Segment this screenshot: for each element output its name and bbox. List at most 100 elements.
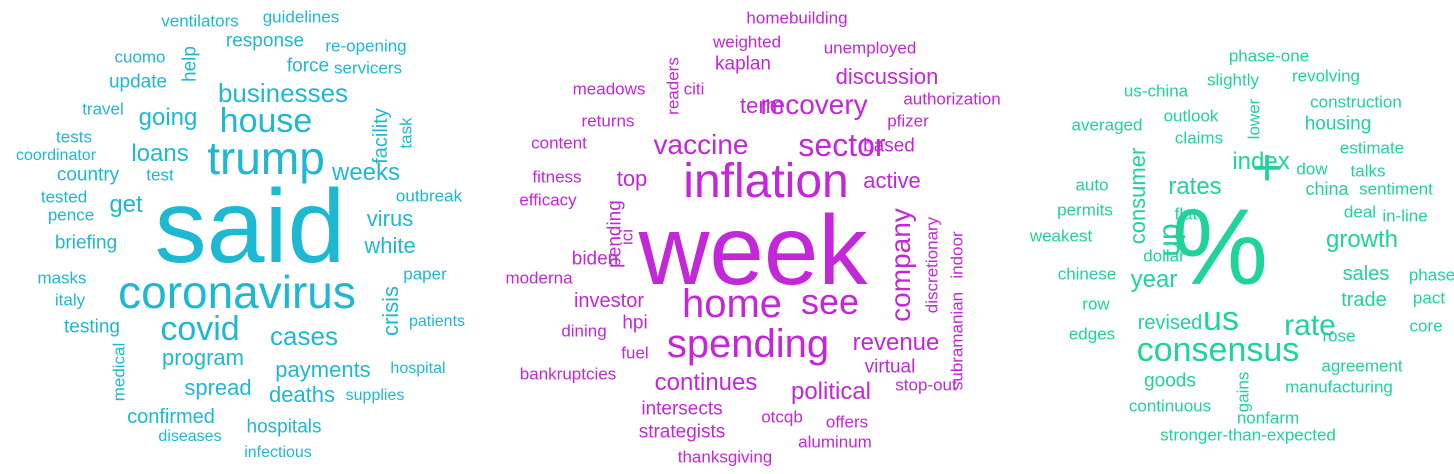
word-virus-0: virus [366,206,414,231]
word-revised-2: revised [1137,312,1203,334]
word-virtual-1: virtual [864,356,916,378]
word-weeks-0: weeks [331,159,401,186]
word-core-2: core [1409,316,1443,336]
word-test-0: test [146,165,174,185]
word-medical-0: medical [109,342,129,402]
word-paper-0: paper [403,264,447,284]
word-averaged-2: averaged [1071,115,1143,135]
word-bankruptcies-1: bankruptcies [519,364,617,384]
word-sector-1: sector [798,127,886,163]
word-servicers-0: servicers [333,58,403,78]
word-cloud-inflation: week inflation home spending see sector recove… [485,0,1000,474]
word-spread-0: spread [184,375,252,400]
word-briefing-0: briefing [54,232,118,254]
word-us-china-2: us-china [1123,81,1189,101]
word-cloud-covid: said coronavirus trump house covid businesses… [0,0,485,474]
word-program-0: program [162,345,244,370]
word-intersects-1: intersects [641,398,723,420]
word-see-1: see [800,281,860,322]
word-phase-2: phase [1408,265,1454,285]
word-diseases-0: diseases [158,428,222,445]
word-response-0: response [225,30,305,52]
word-spending-1: spending [666,322,830,366]
word-discussion-1: discussion [835,64,939,89]
word-tests-0: tests [56,127,92,147]
word-growth-2: growth [1325,226,1399,253]
word-travel-0: travel [82,99,124,119]
word-cases-0: cases [270,321,338,351]
word-discretionary-1: discretionary [922,216,942,314]
word-task-0: task [396,117,416,149]
word-said-0: said [154,169,346,285]
word-term-1: term [740,93,784,118]
word-outlook-2: outlook [1163,106,1219,126]
word-infectious-0: infectious [244,444,312,461]
word-unemployed-1: unemployed [823,38,917,58]
word-rose-2: rose [1322,326,1356,346]
word-thanksgiving-1: thanksgiving [677,447,773,467]
word-guidelines-0: guidelines [262,7,340,27]
word---2: + [1251,139,1283,197]
word-consumer-2: consumer [1125,147,1150,245]
word-us-2: us [1203,300,1239,338]
word-auto-2: auto [1075,175,1109,195]
word-moderna-1: moderna [505,268,573,288]
word-force-0: force [286,55,330,77]
word-aluminum-1: aluminum [798,432,872,452]
word-goods-2: goods [1144,370,1196,392]
word-week-1: week [638,195,868,305]
word-cuomo-0: cuomo [114,47,166,67]
word-talks-2: talks [1350,161,1386,181]
word-consensus-2: consensus [1136,331,1300,369]
word-dollar-2: dollar [1143,246,1185,266]
word-permits-2: permits [1057,200,1113,220]
word-political-1: political [790,378,872,405]
word-italy-0: italy [54,290,86,310]
word-biden-1: biden [571,248,619,270]
word-top-1: top [616,166,648,191]
word-pfizer-1: pfizer [887,111,929,131]
word-lower-2: lower [1244,98,1264,140]
word-businesses-0: businesses [217,78,349,108]
word-revenue-1: revenue [852,329,940,356]
word-content-1: content [531,133,587,153]
word-construction-2: construction [1310,92,1402,112]
word-coordinator-0: coordinator [15,147,97,164]
word-efficacy-1: efficacy [519,190,577,210]
word-tested-0: tested [40,187,88,207]
word-home-1: home [681,282,783,326]
word-get-0: get [109,191,143,218]
word-manufacturing-2: manufacturing [1285,377,1393,397]
word-year-2: year [1130,266,1178,293]
word-cloud-economy: % + consensus us rate index rates up year growth s… [970,0,1454,474]
word-active-1: active [863,168,921,193]
word-agreement-2: agreement [1321,356,1403,376]
word-authorization-1: authorization [903,89,1001,109]
word-chinese-2: chinese [1057,264,1117,284]
word-payments-0: payments [275,357,371,382]
word-help-0: help [179,46,201,82]
word-offers-1: offers [825,412,869,432]
word-loans-0: loans [131,140,189,167]
word-citi-1: citi [683,79,705,99]
word-slightly-2: slightly [1207,70,1259,90]
word-trump-0: trump [207,132,325,184]
word-nonfarm-2: nonfarm [1236,408,1300,428]
word-dow-2: dow [1296,159,1328,179]
word-white-0: white [364,233,416,258]
word-re-opening-0: re-opening [325,36,407,56]
word-weakest-2: weakest [1029,226,1093,246]
word-covid-0: covid [160,310,240,348]
word-continuous-2: continuous [1128,396,1212,416]
word-coronavirus-0: coronavirus [118,266,356,318]
word-meadows-1: meadows [572,79,646,99]
word-continues-1: continues [654,369,758,396]
word-vaccine-1: vaccine [653,129,749,160]
word-revolving-2: revolving [1291,66,1361,86]
word-returns-1: returns [581,111,635,131]
word-row-2: row [1082,294,1110,314]
word-sales-2: sales [1342,263,1390,285]
word-deaths-0: deaths [268,382,336,407]
word-going-0: going [138,104,198,131]
word-trade-2: trade [1341,289,1387,311]
